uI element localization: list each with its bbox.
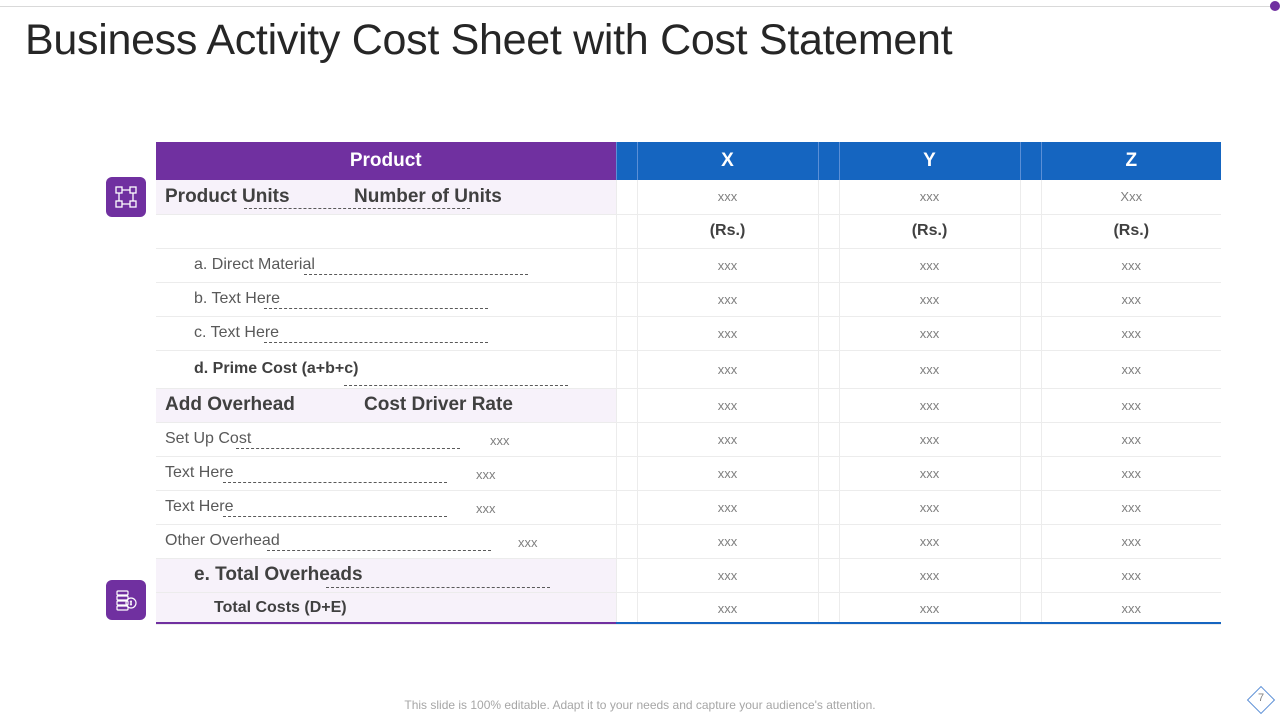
- cost-driver-rate: xxx: [476, 501, 496, 516]
- cell-y: xxx: [839, 490, 1020, 525]
- top-accent-dot: [1270, 1, 1280, 11]
- table-row: Set Up Cost xxx xxx xxx xxx: [156, 422, 1221, 457]
- cell-y: xxx: [839, 282, 1020, 317]
- row-label-cell: d. Prime Cost (a+b+c): [156, 350, 616, 389]
- row-label-cell: e. Total Overheads: [156, 558, 616, 593]
- cost-driver-rate: xxx: [518, 535, 538, 550]
- row-label: Add Overhead: [165, 394, 295, 415]
- row-label: Other Overhead: [165, 532, 280, 549]
- table-row: Total Costs (D+E) xxx xxx xxx: [156, 592, 1221, 625]
- cell-y: xxx: [839, 422, 1020, 457]
- cell-x: xxx: [637, 248, 818, 283]
- row-label-cell: Total Costs (D+E): [156, 592, 616, 625]
- row-label: Set Up Cost: [165, 430, 252, 447]
- cost-driver-rate: xxx: [476, 467, 496, 482]
- table-row: Text Here xxx xxx xxx xxx: [156, 456, 1221, 491]
- cell-z: Xxx: [1041, 180, 1221, 215]
- cell-x: xxx: [637, 180, 818, 215]
- table-row: Other Overhead xxx xxx xxx xxx: [156, 524, 1221, 559]
- table-row: Product Units Number of Units xxx xxx Xx…: [156, 180, 1221, 215]
- cell-x: xxx: [637, 316, 818, 351]
- header-y: Y: [839, 142, 1020, 180]
- row-label-cell: Add Overhead Cost Driver Rate: [156, 388, 616, 423]
- row-label: Product Units: [165, 185, 290, 207]
- header-z: Z: [1041, 142, 1221, 180]
- cost-driver-rate: xxx: [490, 433, 510, 448]
- cell-x: xxx: [637, 282, 818, 317]
- table-row: Add Overhead Cost Driver Rate xxx xxx xx…: [156, 388, 1221, 423]
- cell-y: xxx: [839, 350, 1020, 389]
- cell-x: xxx: [637, 456, 818, 491]
- table-bottom-border-blue: [616, 622, 1221, 624]
- row-label: c. Text Here: [194, 324, 280, 341]
- table-row: b. Text Here xxx xxx xxx: [156, 282, 1221, 317]
- cell-y: xxx: [839, 248, 1020, 283]
- row-label-cell: [156, 214, 616, 249]
- row-label-cell: c. Text Here: [156, 316, 616, 351]
- cell-x: xxx: [637, 388, 818, 423]
- table-row: Text Here xxx xxx xxx xxx: [156, 490, 1221, 525]
- header-x: X: [637, 142, 818, 180]
- row-label-cell: Set Up Cost xxx: [156, 422, 616, 457]
- money-stack-icon: [106, 580, 146, 620]
- cell-x: xxx: [637, 490, 818, 525]
- row-label-cell: Product Units Number of Units: [156, 180, 616, 215]
- cell-y: xxx: [839, 524, 1020, 559]
- row-label: Text Here: [165, 498, 234, 515]
- row-label-cell: b. Text Here: [156, 282, 616, 317]
- cell-z: xxx: [1041, 422, 1221, 457]
- footer-note: This slide is 100% editable. Adapt it to…: [404, 698, 876, 712]
- cell-y: xxx: [839, 592, 1020, 625]
- page-number: 7: [1257, 692, 1265, 704]
- flowchart-icon: [106, 177, 146, 217]
- row-label-cell: Text Here xxx: [156, 490, 616, 525]
- cell-z: xxx: [1041, 248, 1221, 283]
- row-label: e. Total Overheads: [194, 564, 363, 585]
- cost-table: Product X Y Z Product Units Number of Un…: [156, 142, 1221, 625]
- cell-z: xxx: [1041, 490, 1221, 525]
- cell-y: xxx: [839, 456, 1020, 491]
- table-row: e. Total Overheads xxx xxx xxx: [156, 558, 1221, 593]
- table-bottom-border-purple: [156, 622, 616, 624]
- row-label: Total Costs (D+E): [214, 599, 347, 616]
- cell-x: xxx: [637, 422, 818, 457]
- table-row: d. Prime Cost (a+b+c) xxx xxx xxx: [156, 350, 1221, 389]
- header-product: Product: [156, 142, 616, 180]
- cell-z: xxx: [1041, 316, 1221, 351]
- cell-z: xxx: [1041, 524, 1221, 559]
- cell-y: (Rs.): [839, 214, 1020, 249]
- top-divider: [0, 6, 1272, 7]
- cell-z: xxx: [1041, 388, 1221, 423]
- cell-x: xxx: [637, 524, 818, 559]
- page-title: Business Activity Cost Sheet with Cost S…: [25, 16, 953, 64]
- cell-z: (Rs.): [1041, 214, 1221, 249]
- cell-x: xxx: [637, 592, 818, 625]
- cell-y: xxx: [839, 180, 1020, 215]
- cell-z: xxx: [1041, 282, 1221, 317]
- table-row: a. Direct Material xxx xxx xxx: [156, 248, 1221, 283]
- cell-z: xxx: [1041, 456, 1221, 491]
- table-row: (Rs.) (Rs.) (Rs.): [156, 214, 1221, 249]
- cell-y: xxx: [839, 388, 1020, 423]
- cell-z: xxx: [1041, 592, 1221, 625]
- cell-x: xxx: [637, 558, 818, 593]
- cell-z: xxx: [1041, 558, 1221, 593]
- table-row: c. Text Here xxx xxx xxx: [156, 316, 1221, 351]
- cell-z: xxx: [1041, 350, 1221, 389]
- cell-x: xxx: [637, 350, 818, 389]
- row-label-cell: Text Here xxx: [156, 456, 616, 491]
- row-label: a. Direct Material: [194, 256, 315, 273]
- row-label: b. Text Here: [194, 290, 280, 307]
- cell-y: xxx: [839, 316, 1020, 351]
- row-label-cell: a. Direct Material: [156, 248, 616, 283]
- row-label-cell: Other Overhead xxx: [156, 524, 616, 559]
- cell-x: (Rs.): [637, 214, 818, 249]
- cell-y: xxx: [839, 558, 1020, 593]
- row-label: Text Here: [165, 464, 234, 481]
- row-label-secondary: Number of Units: [354, 185, 502, 207]
- row-label-secondary: Cost Driver Rate: [364, 394, 513, 415]
- row-label: d. Prime Cost (a+b+c): [194, 360, 359, 377]
